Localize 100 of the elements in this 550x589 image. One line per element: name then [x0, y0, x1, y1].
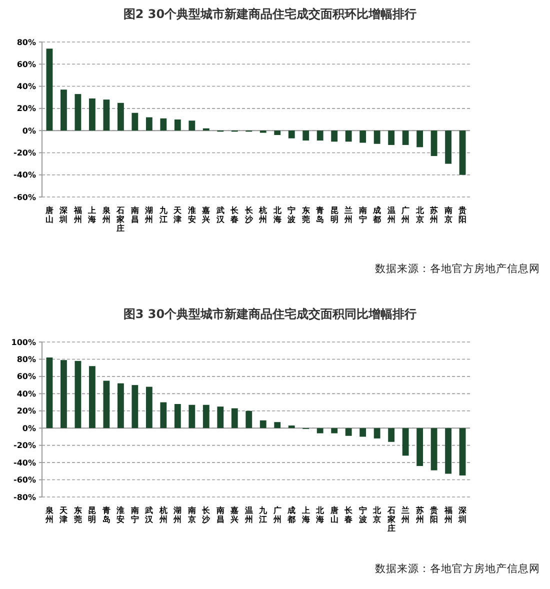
x-tick-label: 南宁 — [358, 206, 367, 224]
x-tick-label: 泉州 — [101, 206, 112, 224]
x-tick-label: 兰州 — [344, 206, 353, 224]
x-tick-label: 淮安 — [116, 506, 125, 524]
bar — [402, 130, 409, 145]
chart-title: 图3 30个典型城市新建商品住宅成交面积同比增幅排行 — [123, 307, 417, 321]
x-tick-label: 贵阳 — [429, 506, 438, 524]
bar — [274, 130, 281, 135]
bar — [274, 422, 281, 428]
bar — [89, 366, 96, 428]
bar — [316, 428, 324, 434]
x-tick-label: 长春 — [344, 506, 354, 524]
x-tick-label: 兰州 — [400, 506, 410, 524]
bar — [202, 128, 210, 131]
bar — [46, 358, 53, 428]
x-tick-label: 淮安 — [186, 206, 196, 224]
bar — [459, 130, 466, 175]
bar — [416, 428, 423, 466]
x-tick-label: 东莞 — [72, 506, 82, 524]
x-tick-label: 天津 — [58, 506, 69, 524]
bar — [46, 48, 53, 131]
x-tick-label: 宁波 — [358, 505, 368, 524]
x-tick-label: 南宁 — [130, 506, 139, 524]
bar — [331, 428, 338, 434]
x-tick-label: 深圳 — [458, 506, 468, 524]
x-tick-label: 南京 — [443, 206, 452, 224]
bar — [117, 102, 124, 131]
x-tick-label: 长春 — [230, 206, 240, 224]
bar — [430, 130, 438, 156]
x-tick-label: 杭州 — [158, 506, 168, 524]
y-tick-label: 100% — [11, 338, 36, 347]
y-tick-label: 60% — [16, 60, 36, 69]
y-tick-label: 0% — [22, 126, 36, 136]
bar — [146, 386, 152, 428]
x-tick-label: 昆明 — [330, 206, 338, 224]
bar — [103, 100, 110, 131]
x-tick-label: 广州 — [400, 206, 410, 224]
x-tick-label: 北京 — [414, 206, 425, 224]
bar — [374, 130, 380, 144]
bar — [74, 360, 82, 428]
y-tick-label: 20% — [16, 406, 36, 416]
x-tick-label: 上海 — [87, 206, 96, 224]
x-tick-label: 青岛 — [315, 206, 324, 224]
x-tick-label: 九江 — [158, 206, 168, 224]
bar — [188, 120, 196, 131]
y-tick-label: 80% — [16, 355, 36, 364]
x-tick-label: 苏州 — [429, 206, 438, 224]
x-tick-label: 温州 — [244, 506, 253, 524]
x-tick-label: 九江 — [258, 506, 268, 524]
x-tick-label: 东莞 — [300, 206, 310, 224]
bar — [388, 130, 395, 145]
bar — [374, 428, 380, 438]
bar — [202, 404, 210, 428]
x-tick-label: 湖州 — [172, 506, 182, 524]
x-tick-label: 南京 — [186, 506, 196, 524]
x-tick-label: 石家庄 — [116, 206, 125, 233]
x-tick-label: 上海 — [300, 506, 310, 524]
y-tick-label: 20% — [16, 104, 36, 114]
y-tick-label: 0% — [22, 424, 36, 433]
y-tick-label: -20% — [14, 441, 36, 450]
y-tick-label: -80% — [14, 492, 36, 502]
x-tick-label: 成都 — [286, 506, 296, 524]
source-note: 数据来源：各地官方房地产信息网 — [375, 562, 540, 575]
bar — [60, 90, 67, 131]
y-tick-label: 40% — [16, 389, 36, 398]
bar — [345, 130, 352, 142]
x-tick-label: 武汉 — [215, 206, 226, 224]
bar — [260, 420, 266, 428]
bar — [74, 94, 82, 131]
x-tick-label: 湖州 — [144, 206, 154, 224]
x-tick-label: 唐山 — [329, 506, 338, 524]
x-tick-label: 北海 — [272, 206, 282, 224]
bar — [217, 406, 224, 428]
x-tick-label: 青岛 — [101, 506, 110, 524]
bar — [132, 112, 138, 131]
bar — [430, 428, 438, 470]
bar — [302, 130, 310, 141]
bar — [132, 385, 138, 428]
y-tick-label: -20% — [14, 148, 36, 158]
y-tick-label: 80% — [16, 38, 36, 47]
y-tick-label: 60% — [16, 372, 36, 382]
x-tick-label: 武汉 — [144, 506, 154, 524]
x-tick-label: 成都 — [372, 206, 382, 224]
x-tick-label: 深圳 — [58, 206, 69, 224]
x-tick-label: 南昌 — [215, 506, 224, 524]
y-tick-label: -60% — [14, 476, 36, 485]
bar — [188, 404, 196, 428]
bar — [288, 426, 295, 428]
x-tick-label: 昆明 — [88, 506, 96, 524]
y-tick-label: -40% — [14, 170, 36, 180]
x-tick-label: 泉州 — [44, 506, 54, 524]
bar — [160, 118, 167, 131]
bar — [416, 130, 423, 148]
x-tick-label: 北京 — [372, 506, 382, 524]
x-tick-label: 广州 — [272, 506, 282, 524]
bar — [246, 410, 252, 428]
bar — [174, 120, 181, 131]
bar — [316, 130, 324, 141]
bar — [459, 428, 466, 476]
x-tick-label: 福州 — [72, 206, 82, 224]
